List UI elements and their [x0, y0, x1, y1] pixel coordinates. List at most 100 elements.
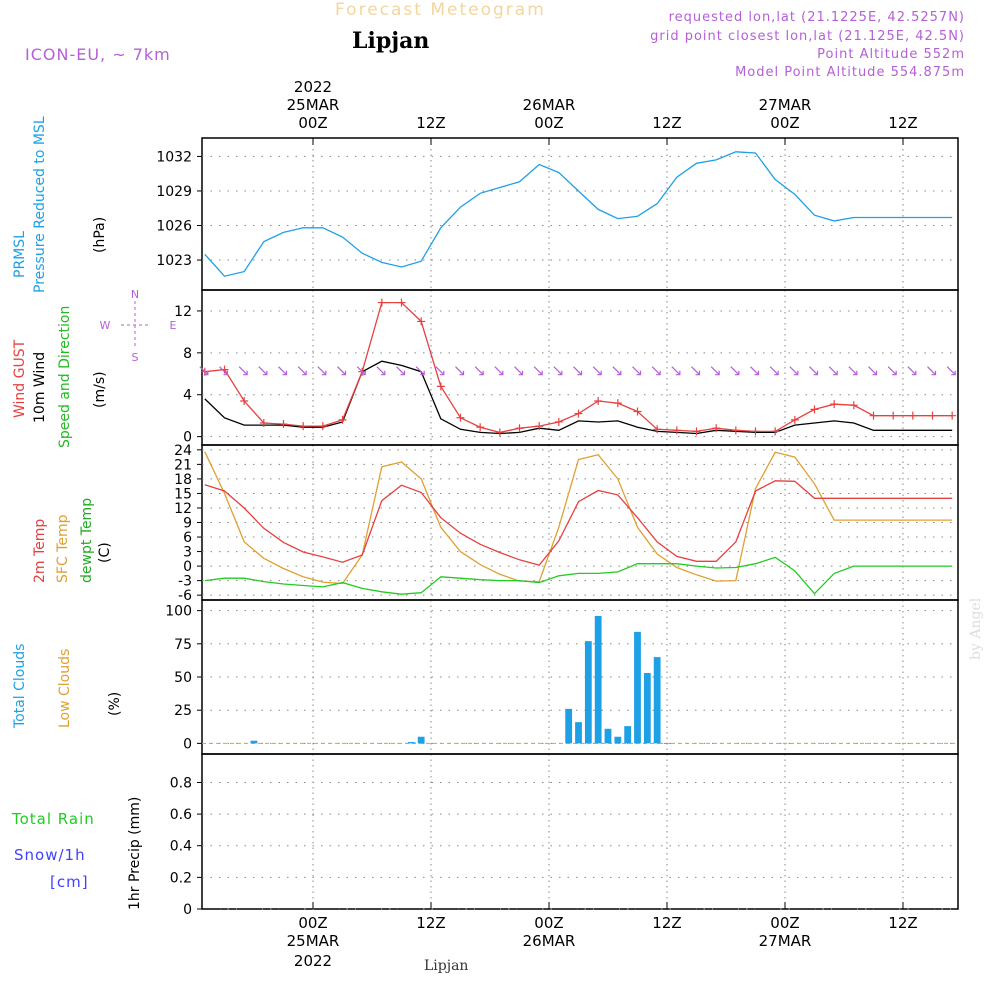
- wind-direction-arrow: [710, 366, 720, 376]
- wind-direction-arrow: [219, 366, 229, 376]
- bottom-hour-label-5: 12Z: [888, 914, 917, 932]
- gust-marker: [830, 400, 839, 409]
- top-hour-label-0: 00Z: [298, 114, 327, 132]
- wind-direction-arrow: [907, 366, 917, 376]
- gust-marker: [456, 413, 465, 422]
- bottom-hour-label-1: 12Z: [416, 914, 445, 932]
- gust-marker: [810, 405, 819, 414]
- ytick-label-2-3: 3: [183, 545, 192, 561]
- wind-direction-arrow: [828, 366, 838, 376]
- t2m-line: [204, 480, 953, 566]
- wind-direction-arrow: [848, 366, 858, 376]
- gust-marker: [417, 317, 426, 326]
- wind-direction-arrow: [435, 366, 445, 376]
- ytick-label-3-2: 50: [174, 670, 192, 686]
- ytick-label-3-0: 0: [183, 736, 192, 752]
- wind-direction-arrow: [199, 366, 209, 376]
- compass-w: W: [100, 319, 111, 332]
- wind-direction-arrow: [789, 366, 799, 376]
- snow-label: Snow/1h: [14, 846, 86, 864]
- top-hour-label-5: 12Z: [888, 114, 917, 132]
- wind-direction-arrow: [415, 366, 425, 376]
- model-name: ICON-EU, ~ 7km: [25, 45, 171, 64]
- gust-marker: [574, 409, 583, 418]
- ytick-label-2-2: 0: [183, 559, 192, 575]
- model-altitude: Model Point Altitude 554.875m: [735, 65, 965, 80]
- ytick-label-2-5: 9: [183, 516, 192, 532]
- wind-direction-arrow: [730, 366, 740, 376]
- gust-marker: [515, 424, 524, 433]
- wind-direction-arrow: [474, 366, 484, 376]
- bottom-day-label-0: 25MAR: [287, 932, 340, 950]
- ytick-label-2-0: -6: [178, 588, 192, 604]
- cloud-bar: [407, 742, 415, 744]
- wind-direction-arrow: [376, 366, 386, 376]
- ytick-label-4-1: 0.2: [170, 870, 192, 886]
- gust-marker: [633, 407, 642, 416]
- wind-direction-arrow: [592, 366, 602, 376]
- gust-marker: [279, 420, 288, 429]
- wind-direction-arrow: [691, 366, 701, 376]
- ytick-label-4-0: 0: [183, 902, 192, 918]
- wind-direction-arrow: [494, 366, 504, 376]
- gust-marker: [338, 415, 347, 424]
- wind-direction-arrow: [455, 366, 465, 376]
- gust-marker: [672, 426, 681, 435]
- dewpt-line: [204, 556, 953, 595]
- point-altitude: Point Altitude 552m: [817, 47, 965, 62]
- top-hour-label-1: 12Z: [416, 114, 445, 132]
- gust-marker: [771, 427, 780, 436]
- wind-direction-arrow: [632, 366, 642, 376]
- cloud-bar: [250, 740, 258, 744]
- cloud-bar: [663, 743, 671, 744]
- wind-direction-arrow: [278, 366, 288, 376]
- ytick-label-0-1: 1026: [156, 219, 192, 235]
- ytick-label-1-1: 4: [183, 388, 192, 404]
- panel-frame-4: [201, 753, 959, 910]
- gust-marker: [889, 411, 898, 420]
- bottom-day-label-1: 26MAR: [523, 932, 576, 950]
- gust-marker: [554, 417, 563, 426]
- requested-coords: requested lon,lat (21.1225E, 42.5257N): [668, 10, 965, 25]
- top-day-label-1: 26MAR: [523, 96, 576, 114]
- wind-direction-arrow: [317, 366, 327, 376]
- gust-marker: [594, 397, 603, 406]
- compass-rose: [121, 301, 149, 349]
- wind-direction-arrow: [809, 366, 819, 376]
- ytick-label-2-10: 24: [174, 443, 192, 459]
- ytick-label-0-2: 1029: [156, 184, 192, 200]
- top-year-label: 2022: [294, 78, 332, 96]
- compass-s: S: [132, 351, 139, 364]
- ytick-label-4-3: 0.6: [170, 807, 192, 823]
- gust-marker: [790, 415, 799, 424]
- wind-direction-arrow: [258, 366, 268, 376]
- cloud-bar: [604, 728, 612, 744]
- ytick-label-4-2: 0.4: [170, 839, 192, 855]
- wind-direction-arrow: [769, 366, 779, 376]
- ytick-label-2-9: 21: [174, 457, 192, 473]
- compass-n: N: [131, 288, 139, 301]
- ytick-label-1-2: 8: [183, 346, 192, 362]
- wind-direction-arrow: [671, 366, 681, 376]
- gust-marker: [436, 382, 445, 391]
- wind-direction-arrow: [297, 366, 307, 376]
- gust-marker: [299, 422, 308, 431]
- wind-direction-arrow: [927, 366, 937, 376]
- grid-point-coords: grid point closest lon,lat (21.125E, 42.…: [650, 29, 965, 44]
- ytick-label-1-3: 12: [174, 304, 192, 320]
- gust-marker: [948, 411, 957, 420]
- ytick-label-3-1: 25: [174, 703, 192, 719]
- wind-direction-arrow: [356, 366, 366, 376]
- gust-marker: [731, 426, 740, 435]
- panel-frame-2: [201, 444, 959, 601]
- ytick-label-2-1: -3: [178, 574, 192, 590]
- ytick-label-1-0: 0: [183, 430, 192, 446]
- gust-marker: [535, 422, 544, 431]
- cloud-bar: [575, 722, 582, 744]
- wind-direction-arrow: [573, 366, 583, 376]
- gust-marker: [928, 411, 937, 420]
- wind-direction-arrow: [396, 366, 406, 376]
- cloud-bar: [653, 657, 661, 744]
- wind-direction-arrow: [553, 366, 563, 376]
